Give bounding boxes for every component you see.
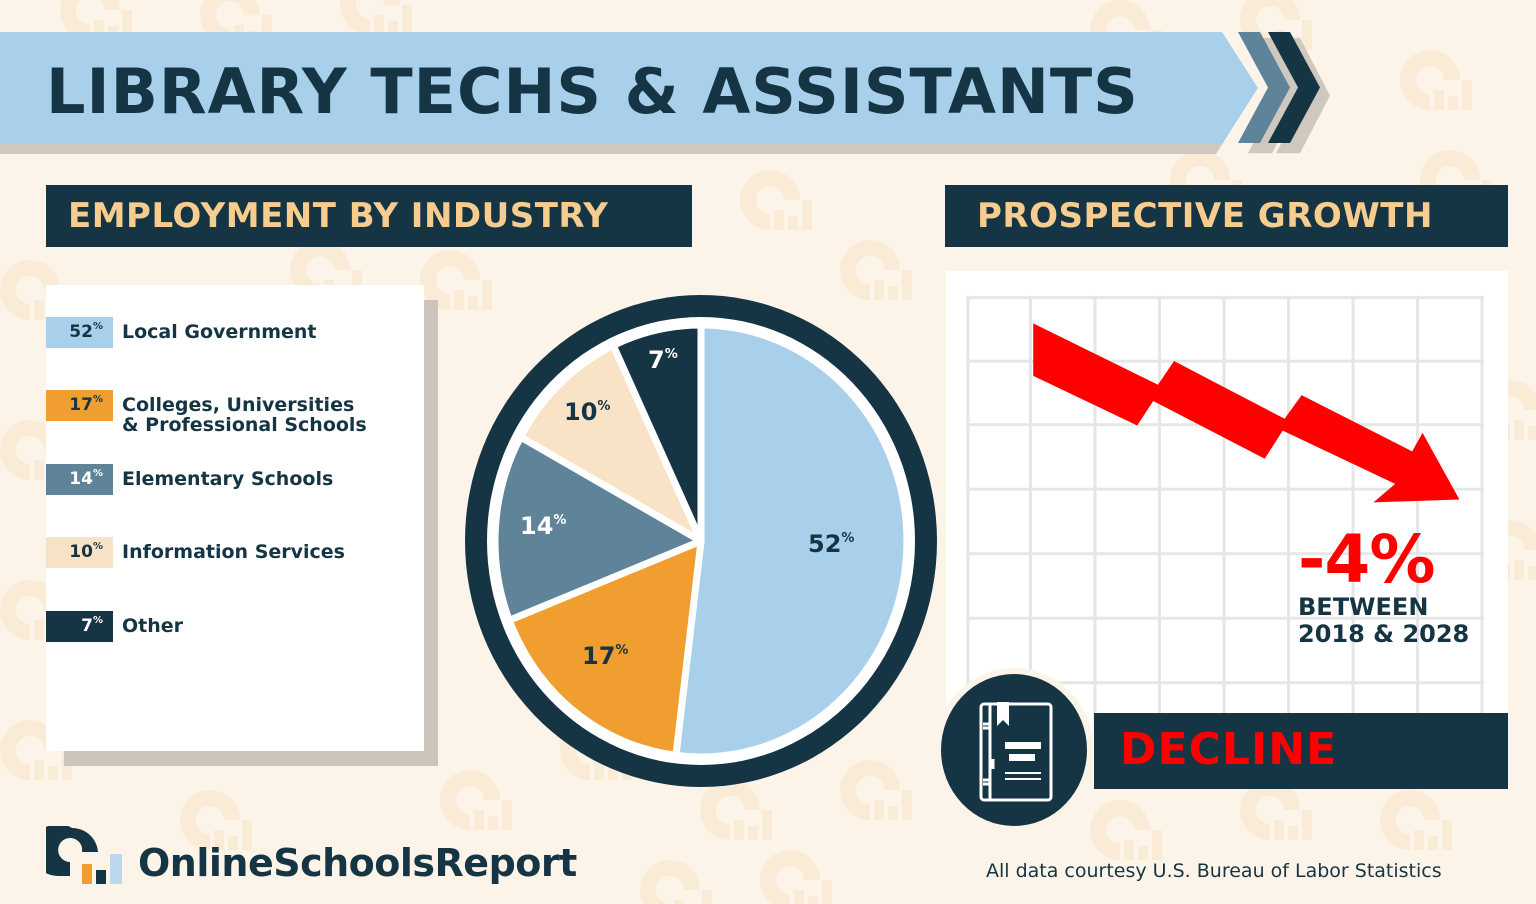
pie-label-information: 10% [564,398,611,426]
legend-label: Colleges, Universities & Professional Sch… [122,394,367,436]
legend-swatch: 7% [46,611,113,642]
pie-chart: 52% 17% 14% 10% 7% [462,292,940,790]
legend-label: Information Services [122,541,345,563]
book-icon-badge [941,674,1087,826]
legend-label: Local Government [122,321,317,343]
legend-card: 52% Local Government 17% Colleges, Unive… [46,285,424,751]
growth-percent: -4% [1298,521,1435,598]
growth-section-header: PROSPECTIVE GROWTH [945,185,1508,247]
legend-item-colleges: 17% Colleges, Universities & Professional… [46,390,367,435]
brand-logo-icon [46,826,122,884]
legend-swatch: 17% [46,390,113,421]
pie-label-local-government: 52% [808,530,855,558]
decline-banner [1094,713,1508,789]
decline-status: DECLINE [1120,724,1338,775]
double-chevron-icon [1238,32,1330,154]
down-trend-arrow-icon [1033,323,1460,503]
page-title: LIBRARY TECHS & ASSISTANTS [46,55,1139,128]
legend-item-other: 7% Other [46,611,183,642]
legend-swatch: 10% [46,537,113,568]
legend-item-elementary-schools: 14% Elementary Schools [46,464,333,495]
pie-label-other: 7% [648,346,678,374]
growth-chart-grid [966,295,1485,733]
legend-swatch: 14% [46,464,113,495]
data-source-credit: All data courtesy U.S. Bureau of Labor S… [986,860,1442,882]
book-icon [979,702,1053,802]
legend-item-local-government: 52% Local Government [46,317,316,348]
legend-label: Elementary Schools [122,468,334,490]
title-banner [0,32,1258,144]
brand-name: OnlineSchoolsReport [138,841,577,885]
legend-item-information-services: 10% Information Services [46,537,345,568]
pie-label-colleges: 17% [582,642,629,670]
pie-label-elementary: 14% [520,512,567,540]
legend-label: Other [122,615,184,637]
legend-swatch: 52% [46,317,113,348]
pie-chart-graphic [465,295,937,787]
growth-period: BETWEEN 2018 & 2028 [1298,593,1470,648]
employment-section-header: EMPLOYMENT BY INDUSTRY [46,185,692,247]
